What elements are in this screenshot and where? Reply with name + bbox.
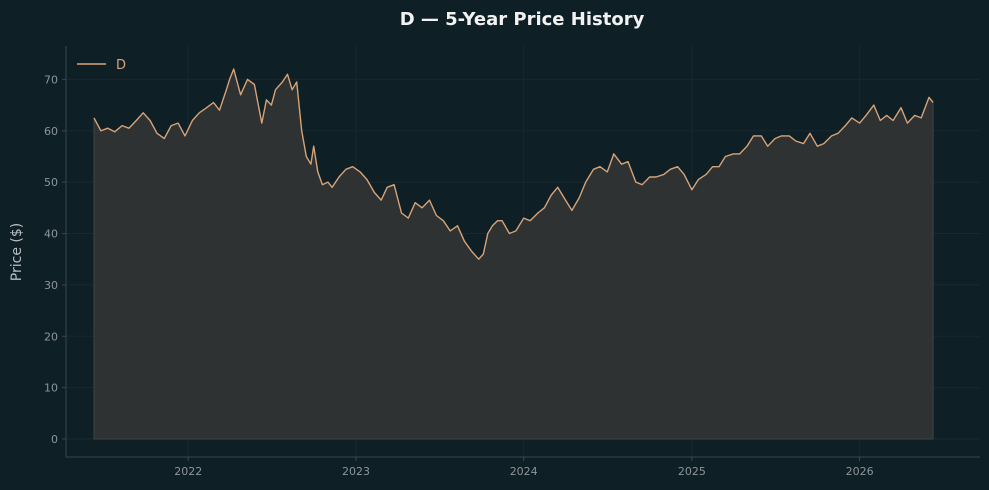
legend: D (70, 52, 138, 76)
series-area-fill (93, 67, 934, 440)
x-tick-label: 2023 (342, 465, 370, 478)
y-tick-label: 60 (44, 125, 58, 138)
x-tick-label: 2025 (678, 465, 706, 478)
y-tick-label: 20 (44, 330, 58, 343)
y-tick-label: 0 (51, 433, 58, 446)
y-tick-label: 10 (44, 382, 58, 395)
area-layer (93, 67, 934, 440)
axes (65, 46, 980, 458)
y-tick-label: 50 (44, 176, 58, 189)
x-tick-label: 2024 (510, 465, 538, 478)
legend-label: D (116, 58, 126, 73)
y-tick-label: 70 (44, 73, 58, 86)
y-tick-label: 40 (44, 228, 58, 241)
y-tick-label: 30 (44, 279, 58, 292)
series-line (93, 68, 934, 260)
y-ticks: 0 10 20 30 40 50 60 70 (44, 73, 66, 446)
y-axis-label: Price ($) (9, 223, 25, 281)
x-tick-label: 2026 (846, 465, 874, 478)
chart-title: D — 5-Year Price History (400, 9, 645, 30)
x-ticks: 2022 2023 2024 2025 2026 (174, 457, 874, 478)
x-tick-label: 2022 (174, 465, 202, 478)
